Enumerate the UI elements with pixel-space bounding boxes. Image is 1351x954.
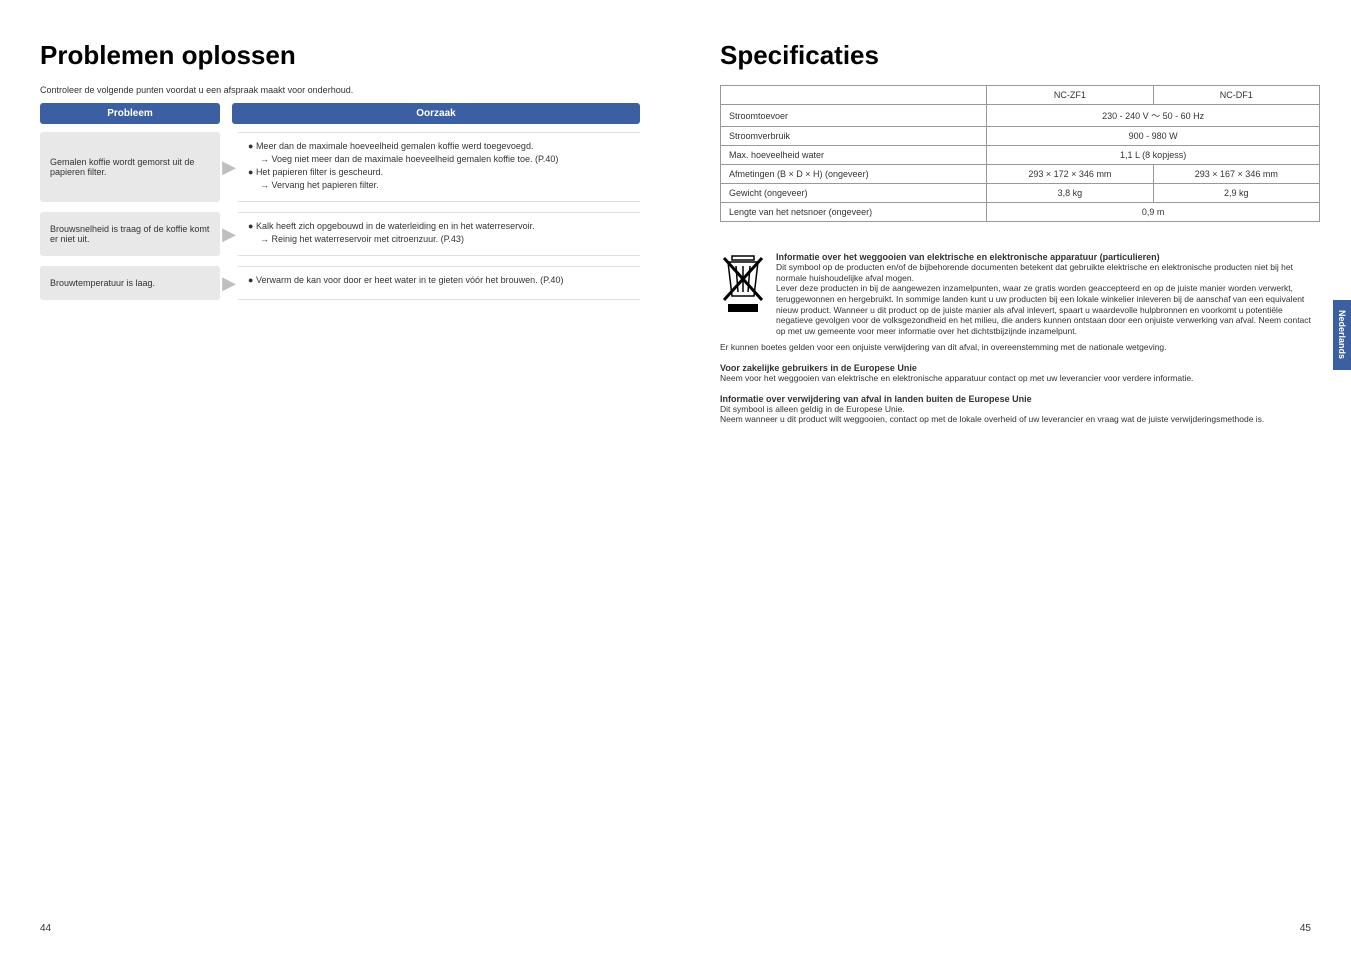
problem-box: Brouwtemperatuur is laag.	[40, 266, 220, 300]
cause-box: Meer dan de maximale hoeveelheid gemalen…	[238, 132, 640, 202]
spec-value: 3,8 kg	[987, 184, 1153, 203]
spec-label: Lengte van het netsnoer (ongeveer)	[721, 203, 987, 222]
cause-item: Meer dan de maximale hoeveelheid gemalen…	[248, 141, 630, 151]
spec-blank	[721, 86, 987, 105]
problem-box: Brouwsnelheid is traag of de koffie komt…	[40, 212, 220, 256]
spec-col-2: NC-DF1	[1153, 86, 1319, 105]
weee-title: Informatie over het weggooien van elektr…	[776, 252, 1320, 262]
arrow-icon: ▶	[220, 212, 238, 256]
cause-item: Het papieren filter is gescheurd.	[248, 167, 630, 177]
cause-item: Reinig het waterreservoir met citroenzuu…	[248, 234, 630, 244]
spec-label: Max. hoeveelheid water	[721, 146, 987, 165]
spec-col-1: NC-ZF1	[987, 86, 1153, 105]
cause-item: Voeg niet meer dan de maximale hoeveelhe…	[248, 154, 630, 164]
spec-label: Stroomtoevoer	[721, 105, 987, 127]
cause-box: Kalk heeft zich opgebouwd in de waterlei…	[238, 212, 640, 256]
spec-row: Stroomverbruik900 - 980 W	[721, 127, 1320, 146]
arrow-icon: ▶	[220, 132, 238, 202]
header-cause: Oorzaak	[232, 103, 640, 124]
spec-label: Gewicht (ongeveer)	[721, 184, 987, 203]
spec-value: 293 × 167 × 346 mm	[1153, 165, 1319, 184]
weee-p2: Lever deze producten in bij de aangeweze…	[776, 283, 1320, 336]
spec-value: 230 - 240 V ～ 50 - 60 Hz	[987, 105, 1320, 127]
cause-item: Vervang het papieren filter.	[248, 180, 630, 190]
page-num-right: 45	[1300, 923, 1311, 934]
outeu-p2: Neem wanneer u dit product wilt weggooie…	[720, 414, 1320, 425]
spec-label: Afmetingen (B × D × H) (ongeveer)	[721, 165, 987, 184]
issue-row: Brouwtemperatuur is laag.▶ Verwarm de kan…	[40, 266, 640, 300]
biz-title: Voor zakelijke gebruikers in de Europese…	[720, 363, 1320, 373]
spec-table: NC-ZF1 NC-DF1 Stroomtoevoer230 - 240 V ～…	[720, 85, 1320, 222]
spec-row: Gewicht (ongeveer)3,8 kg2,9 kg	[721, 184, 1320, 203]
weee-p1: Dit symbool op de producten en/of de bij…	[776, 262, 1320, 283]
biz-p: Neem voor het weggooien van elektrische …	[720, 373, 1320, 384]
outeu-title: Informatie over verwijdering van afval i…	[720, 394, 1320, 404]
weee-p3: Er kunnen boetes gelden voor een onjuist…	[720, 342, 1320, 353]
language-tab: Nederlands	[1333, 300, 1351, 370]
spec-value: 1,1 L (8 kopjess)	[987, 146, 1320, 165]
page-num-left: 44	[40, 923, 51, 934]
weee-icon	[720, 252, 766, 336]
spec-row: Lengte van het netsnoer (ongeveer)0,9 m	[721, 203, 1320, 222]
cause-item: Kalk heeft zich opgebouwd in de waterlei…	[248, 221, 630, 231]
intro-text: Controleer de volgende punten voordat u …	[40, 85, 640, 95]
spec-row: Stroomtoevoer230 - 240 V ～ 50 - 60 Hz	[721, 105, 1320, 127]
spec-label: Stroomverbruik	[721, 127, 987, 146]
table-header-row: Probleem Oorzaak	[40, 103, 640, 124]
title-left: Problemen oplossen	[40, 40, 640, 71]
spec-value: 2,9 kg	[1153, 184, 1319, 203]
spec-row: Max. hoeveelheid water1,1 L (8 kopjess)	[721, 146, 1320, 165]
arrow-icon: ▶	[220, 266, 238, 300]
spec-value: 900 - 980 W	[987, 127, 1320, 146]
cause-item: Verwarm de kan voor door er heet water i…	[248, 275, 630, 285]
header-problem: Probleem	[40, 103, 220, 124]
issue-row: Gemalen koffie wordt gemorst uit de papi…	[40, 132, 640, 202]
cause-box: Verwarm de kan voor door er heet water i…	[238, 266, 640, 300]
weee-block: Informatie over het weggooien van elektr…	[720, 252, 1320, 336]
spec-row: Afmetingen (B × D × H) (ongeveer)293 × 1…	[721, 165, 1320, 184]
spec-value: 293 × 172 × 346 mm	[987, 165, 1153, 184]
problem-box: Gemalen koffie wordt gemorst uit de papi…	[40, 132, 220, 202]
title-right: Specificaties	[720, 40, 1320, 71]
issue-row: Brouwsnelheid is traag of de koffie komt…	[40, 212, 640, 256]
spec-value: 0,9 m	[987, 203, 1320, 222]
outeu-p1: Dit symbool is alleen geldig in de Europ…	[720, 404, 1320, 415]
